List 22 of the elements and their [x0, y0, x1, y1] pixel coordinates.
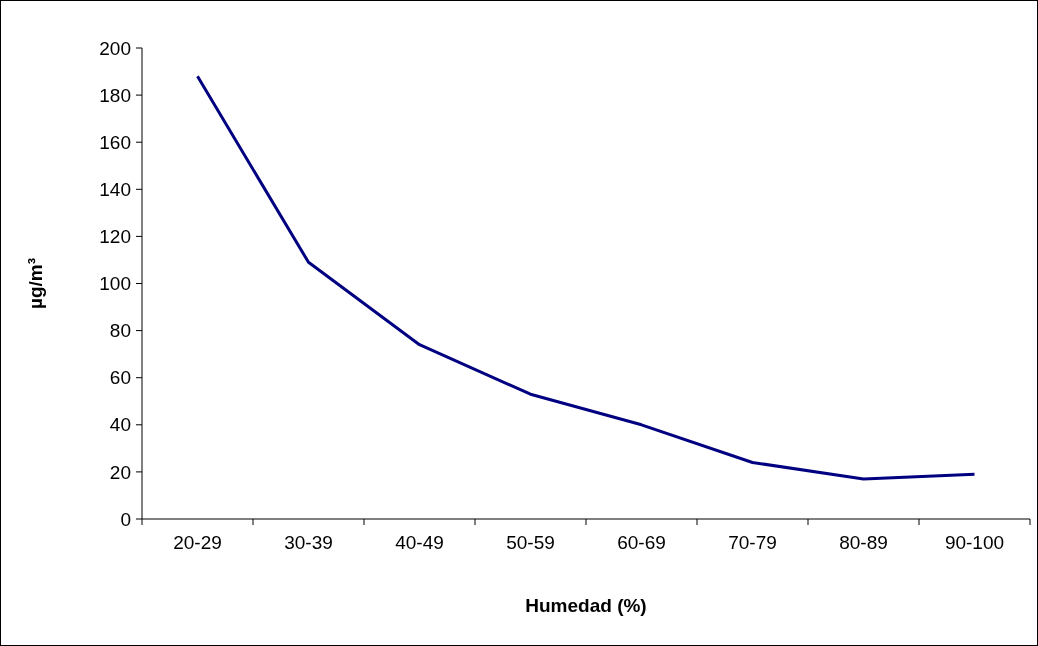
x-tick-label: 80-89 — [839, 532, 888, 553]
y-tick-label: 0 — [120, 508, 131, 530]
y-tick-label: 20 — [109, 461, 131, 483]
x-tick-label: 60-69 — [617, 532, 666, 553]
x-tick-label: 70-79 — [728, 532, 777, 553]
y-tick-label: 100 — [99, 273, 131, 295]
y-tick-label: 160 — [99, 131, 131, 153]
x-tick-label: 40-49 — [395, 532, 444, 553]
y-tick-label: 140 — [99, 178, 131, 200]
x-tick-label: 50-59 — [506, 532, 555, 553]
x-tick-label: 30-39 — [284, 532, 333, 553]
y-tick-label: 80 — [109, 320, 131, 342]
y-tick-label: 40 — [109, 414, 131, 436]
y-tick-label: 200 — [99, 37, 131, 59]
line-series — [196, 74, 976, 481]
x-axis-title: Humedad (%) — [525, 595, 647, 616]
y-tick-label: 120 — [99, 226, 131, 248]
y-tick-label: 60 — [109, 367, 131, 389]
y-axis-title: µg/m³ — [25, 257, 46, 310]
y-tick-label: 180 — [99, 84, 131, 106]
x-tick-label: 20-29 — [173, 532, 222, 553]
x-tick-label: 90-100 — [944, 532, 1005, 553]
